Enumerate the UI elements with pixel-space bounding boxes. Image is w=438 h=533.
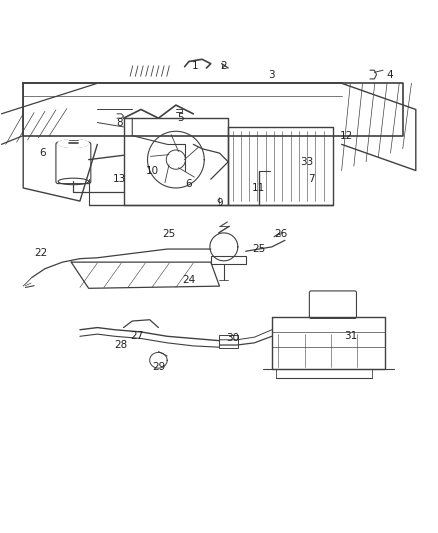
Text: 30: 30 (226, 334, 239, 343)
Text: 31: 31 (343, 332, 356, 341)
Text: 2: 2 (220, 61, 226, 71)
Text: 12: 12 (339, 131, 352, 141)
FancyBboxPatch shape (218, 335, 237, 348)
Text: 22: 22 (34, 248, 47, 259)
Text: 1: 1 (192, 61, 198, 71)
Text: 9: 9 (215, 198, 223, 208)
Text: 6: 6 (185, 179, 192, 189)
Text: 25: 25 (251, 244, 265, 254)
Text: 33: 33 (300, 157, 313, 167)
Text: 11: 11 (251, 183, 265, 193)
FancyBboxPatch shape (56, 142, 91, 183)
Text: 26: 26 (273, 229, 286, 239)
Text: 25: 25 (162, 229, 176, 239)
Text: 4: 4 (385, 70, 392, 79)
Text: 7: 7 (307, 174, 314, 184)
Text: 3: 3 (268, 70, 275, 79)
Text: 5: 5 (177, 113, 183, 123)
Text: 27: 27 (130, 332, 143, 341)
Text: 8: 8 (116, 118, 122, 127)
Text: 24: 24 (182, 274, 195, 285)
Text: 13: 13 (112, 174, 126, 184)
Text: 29: 29 (152, 362, 165, 372)
Text: 6: 6 (39, 148, 46, 158)
Text: 28: 28 (114, 340, 128, 350)
FancyBboxPatch shape (309, 291, 356, 318)
Text: 10: 10 (145, 166, 158, 175)
Ellipse shape (58, 140, 88, 148)
